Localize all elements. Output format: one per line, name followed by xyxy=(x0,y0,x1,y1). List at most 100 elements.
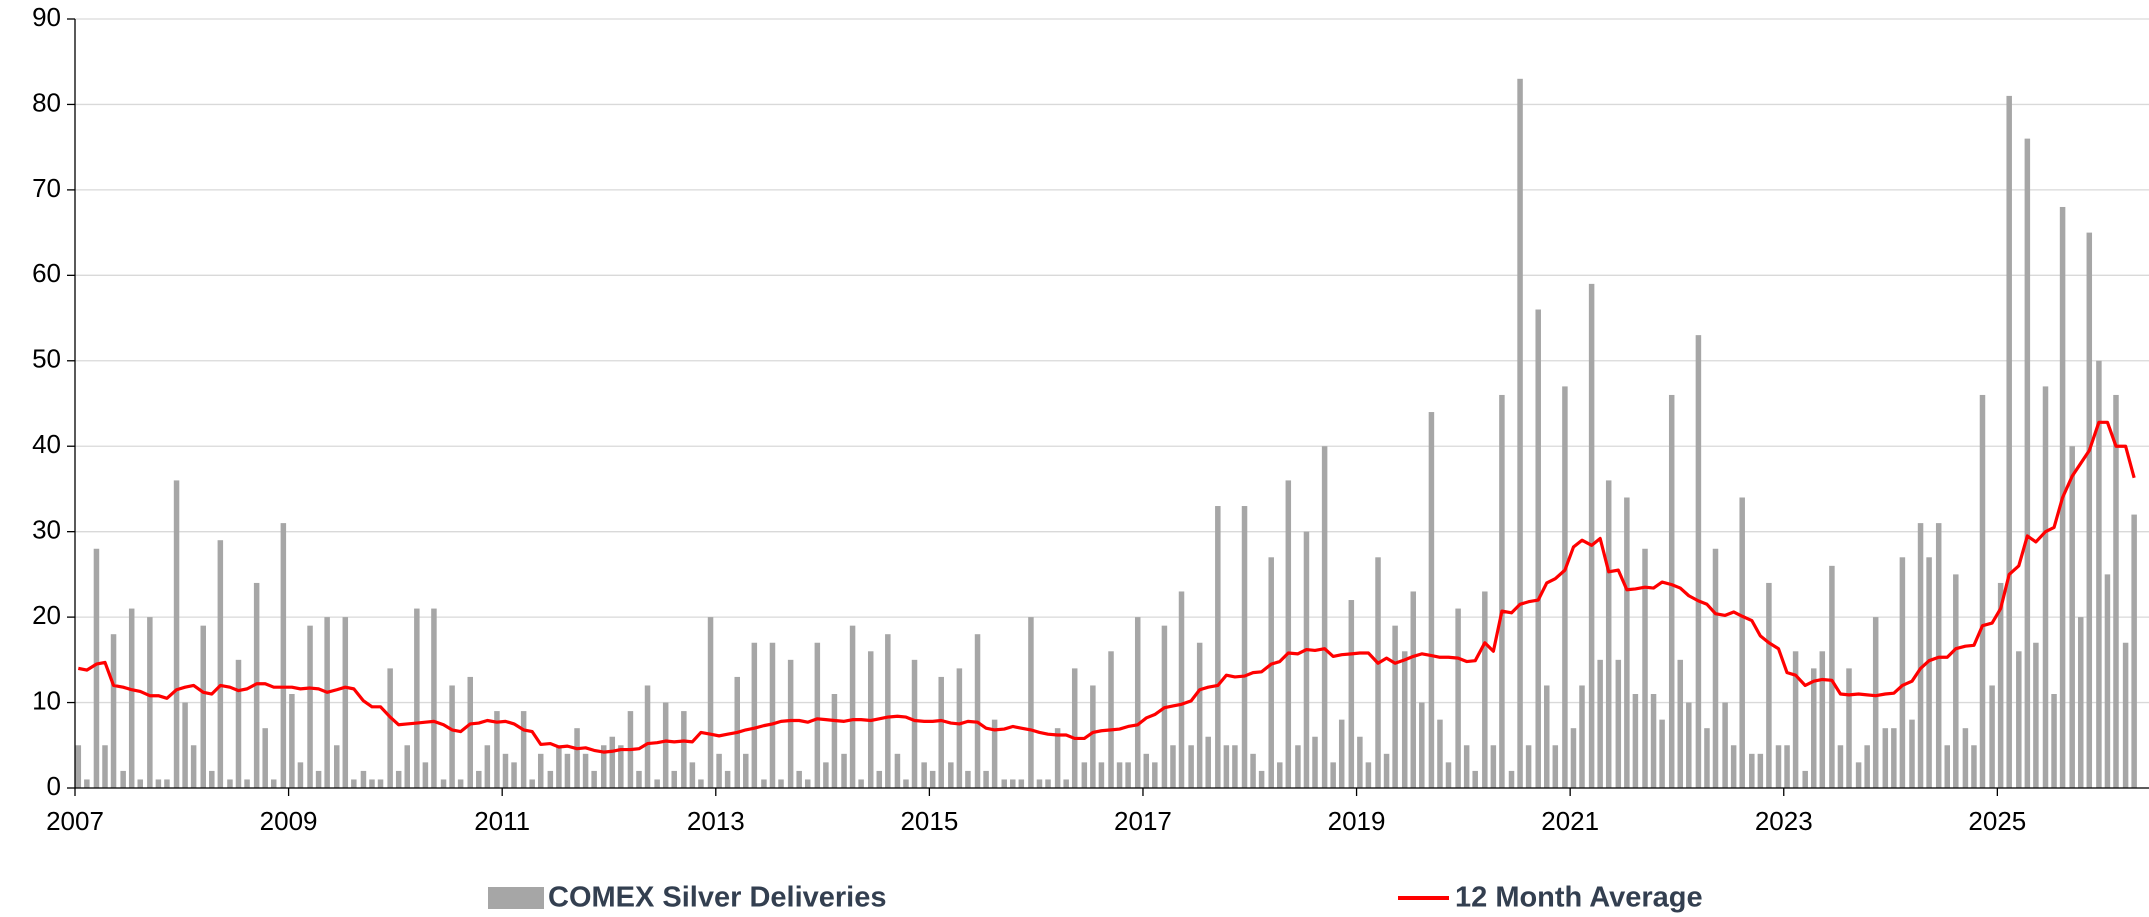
bar xyxy=(1792,651,1799,788)
bar xyxy=(297,762,304,788)
bar xyxy=(422,762,429,788)
bar xyxy=(1829,565,1835,788)
bar xyxy=(315,770,322,788)
bar xyxy=(1348,600,1355,788)
bar xyxy=(333,745,340,788)
bar xyxy=(2122,642,2129,788)
bar xyxy=(449,685,455,788)
bar xyxy=(1401,651,1408,788)
bar xyxy=(1188,745,1194,788)
bar xyxy=(1597,659,1603,788)
bar xyxy=(2113,394,2119,788)
x-tick-label: 2015 xyxy=(900,806,958,836)
bar xyxy=(1223,745,1230,788)
bar xyxy=(120,770,126,788)
bar xyxy=(600,745,607,788)
bar xyxy=(227,779,233,788)
bar xyxy=(1953,574,1959,788)
x-tick-label: 2009 xyxy=(260,806,318,836)
bar xyxy=(1482,591,1488,788)
bar xyxy=(484,745,491,788)
bar xyxy=(2131,514,2137,788)
bar xyxy=(1819,651,1826,788)
bar xyxy=(885,634,891,788)
bar xyxy=(1846,668,1852,788)
bar xyxy=(2042,386,2049,788)
bar xyxy=(1018,779,1025,788)
y-tick-label: 20 xyxy=(32,600,61,630)
bar xyxy=(1152,762,1158,788)
bar xyxy=(689,762,696,788)
bar xyxy=(209,770,215,788)
x-tick-label: 2019 xyxy=(1328,806,1386,836)
bar xyxy=(1143,753,1150,788)
x-tick-label: 2011 xyxy=(474,806,530,836)
bar xyxy=(1028,617,1034,788)
bar xyxy=(1677,659,1684,788)
bar xyxy=(1757,753,1764,788)
bar xyxy=(1917,523,1924,788)
bar xyxy=(1605,480,1612,788)
bar xyxy=(1552,745,1559,788)
bar xyxy=(1116,762,1123,788)
bar xyxy=(903,779,909,788)
bar xyxy=(1472,770,1478,788)
bar xyxy=(1375,557,1381,788)
bar xyxy=(1811,668,1817,788)
bar xyxy=(1525,745,1532,788)
bar xyxy=(502,753,509,788)
bar xyxy=(377,779,384,788)
bar xyxy=(1090,685,1096,788)
bar xyxy=(796,770,802,788)
x-tick-label: 2023 xyxy=(1755,806,1813,836)
bar xyxy=(360,770,367,788)
bar xyxy=(244,779,250,788)
bar xyxy=(1268,557,1274,788)
bar xyxy=(182,702,188,788)
bar xyxy=(1178,591,1185,788)
bar xyxy=(1054,728,1061,788)
bar xyxy=(591,770,597,788)
bar xyxy=(173,480,180,788)
bar xyxy=(1490,745,1497,788)
bar xyxy=(751,642,758,788)
bar xyxy=(1650,694,1657,788)
legend-swatch xyxy=(488,887,544,909)
bar xyxy=(1535,309,1541,788)
bar xyxy=(476,770,482,788)
bar xyxy=(582,753,589,788)
bar xyxy=(1410,591,1417,788)
bar xyxy=(307,625,313,788)
bar xyxy=(841,753,847,788)
bar xyxy=(2006,95,2012,788)
bar xyxy=(1668,394,1675,788)
bar xyxy=(1125,762,1131,788)
bar xyxy=(662,702,669,788)
bar xyxy=(235,659,242,788)
bar xyxy=(511,762,517,788)
bar xyxy=(1872,617,1879,788)
bar xyxy=(1784,745,1790,788)
bar xyxy=(716,753,722,788)
legend-label: COMEX Silver Deliveries xyxy=(548,882,887,914)
bar xyxy=(787,659,794,788)
bar xyxy=(1837,745,1844,788)
bar xyxy=(1357,736,1363,788)
bar xyxy=(2096,360,2102,788)
bar xyxy=(1615,659,1622,788)
bar xyxy=(1071,668,1078,788)
bar xyxy=(440,779,447,788)
bar xyxy=(1455,608,1461,788)
bar xyxy=(1295,745,1301,788)
bar xyxy=(110,634,117,788)
bar xyxy=(1258,770,1265,788)
bar xyxy=(921,762,927,788)
bar xyxy=(351,779,357,788)
bar xyxy=(654,779,660,788)
bar xyxy=(1215,506,1221,788)
bar xyxy=(1170,745,1176,788)
bar xyxy=(404,745,410,788)
bar xyxy=(84,779,90,788)
